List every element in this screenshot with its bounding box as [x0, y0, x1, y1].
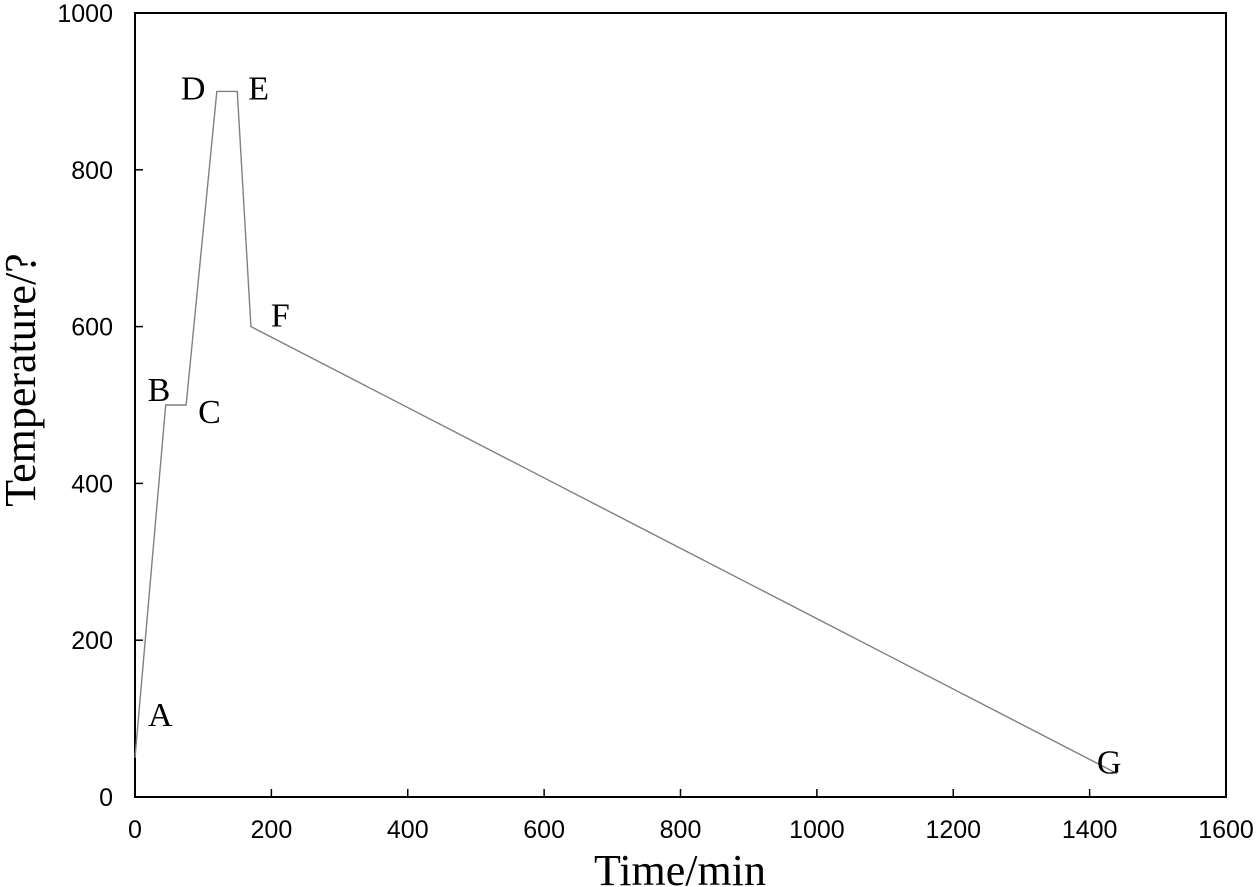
- point-label-c: C: [198, 394, 221, 431]
- x-tick-label: 1000: [789, 816, 845, 844]
- y-tick-label: 600: [71, 314, 113, 342]
- x-tick-label: 0: [128, 816, 142, 844]
- point-label-a: A: [148, 697, 173, 734]
- plot-area-frame: [134, 12, 1227, 798]
- x-axis-title: Time/min: [594, 846, 766, 887]
- x-tick-label: 1600: [1198, 816, 1254, 844]
- y-axis-title: Temperature/?: [0, 253, 45, 506]
- x-tick-label: 1400: [1062, 816, 1118, 844]
- x-tick-label: 200: [251, 816, 293, 844]
- y-tick-label: 200: [71, 627, 113, 655]
- x-tick-label: 600: [523, 816, 565, 844]
- y-tick-label: 1000: [57, 0, 113, 28]
- point-labels: A BC D E F G: [148, 70, 1122, 781]
- y-tick-label: 0: [99, 784, 113, 812]
- point-label-g: G: [1097, 744, 1122, 781]
- y-tick-label: 400: [71, 470, 113, 498]
- y-tick-label: 800: [71, 157, 113, 185]
- y-axis-ticks: 0 200 400 600 800 1000: [57, 0, 143, 812]
- temperature-series-line: [134, 90, 1118, 775]
- x-tick-label: 1200: [925, 816, 981, 844]
- x-tick-label: 400: [387, 816, 429, 844]
- x-axis-ticks: 0 200 400 600 800 1000 1200 1400 1600: [128, 789, 1254, 844]
- point-label-f: F: [271, 298, 290, 335]
- x-tick-label: 800: [660, 816, 702, 844]
- point-label-b: B: [148, 372, 171, 409]
- point-label-e: E: [248, 70, 269, 107]
- point-label-d: D: [181, 70, 206, 107]
